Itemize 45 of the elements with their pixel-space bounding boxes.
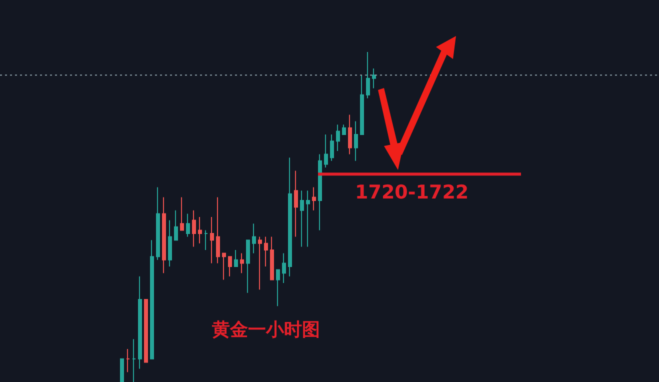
annotation: 黄金一小时图 — [211, 320, 320, 340]
candlestick — [240, 252, 244, 274]
candlestick — [210, 216, 214, 264]
candlestick — [270, 236, 274, 280]
candlestick — [198, 216, 202, 244]
candlestick — [186, 213, 190, 238]
candlestick — [372, 68, 376, 89]
annotation: 1720-1722 — [355, 182, 469, 204]
candlestick — [174, 210, 178, 241]
candlestick — [258, 236, 262, 290]
candlestick — [156, 186, 160, 260]
candlestick — [150, 240, 154, 360]
candlestick — [366, 52, 370, 99]
candlestick — [168, 220, 172, 267]
candlestick — [306, 190, 310, 248]
candlestick — [288, 157, 292, 277]
candlestick — [138, 276, 142, 370]
candlestick — [126, 348, 130, 373]
candlestick — [360, 74, 364, 135]
candlestick — [276, 269, 280, 307]
candlestick — [192, 210, 196, 248]
candlestick — [120, 358, 124, 382]
candlestick — [336, 124, 340, 152]
candlestick — [180, 196, 184, 231]
candlestick — [264, 236, 268, 267]
candlestick — [342, 124, 346, 135]
candlestick — [204, 230, 208, 250]
candlestick — [216, 196, 220, 264]
candlestick — [324, 134, 328, 168]
candlestick — [354, 120, 358, 162]
candlestick — [348, 114, 352, 155]
candlestick — [312, 186, 316, 211]
candlestick — [162, 196, 166, 274]
candlestick — [282, 252, 286, 284]
candlestick — [144, 299, 148, 363]
candlestick — [252, 223, 256, 254]
candlestick — [300, 190, 304, 248]
candlestick — [294, 170, 298, 238]
candlestick — [228, 256, 232, 277]
candlestick — [330, 134, 334, 162]
candlestick — [132, 338, 136, 382]
candlestick — [318, 154, 322, 231]
candlestick — [222, 252, 226, 280]
candlestick — [234, 250, 238, 267]
candlestick — [246, 240, 250, 294]
